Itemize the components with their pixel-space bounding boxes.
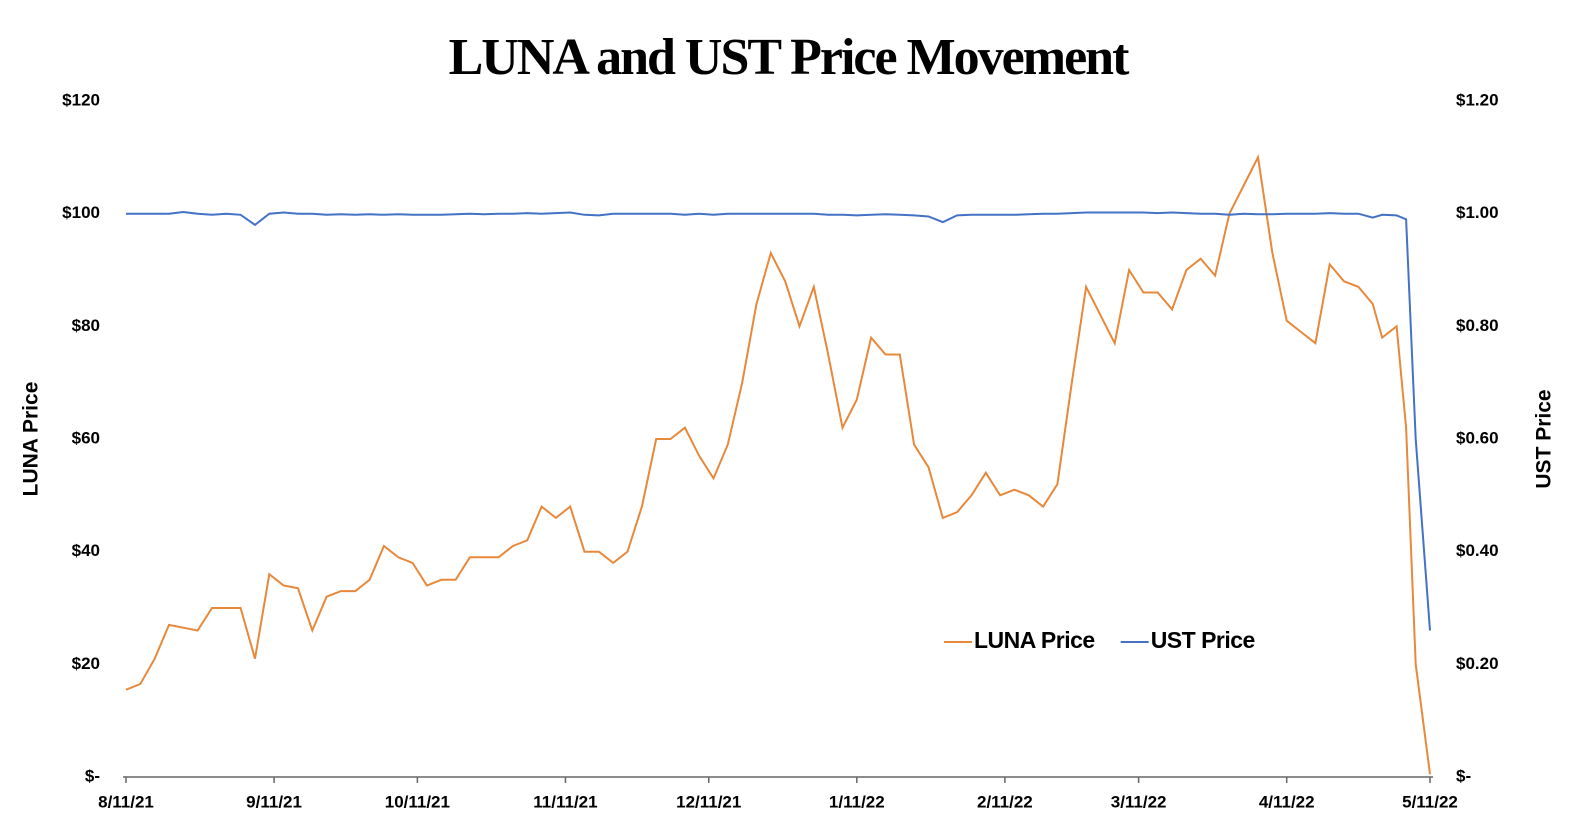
x-tick-label: 4/11/22	[1259, 792, 1315, 811]
y-tick-label: $80	[72, 316, 100, 335]
y2-tick-label: $0.40	[1456, 541, 1499, 560]
y2-tick-label: $0.20	[1456, 654, 1499, 673]
x-tick-label: 12/11/21	[676, 792, 741, 811]
x-tick-label: 8/11/21	[98, 792, 154, 811]
y2-tick-label: $-	[1456, 766, 1471, 785]
x-tick-label: 5/11/22	[1402, 792, 1458, 811]
legend-label: LUNA Price	[974, 627, 1095, 653]
y2-axis-title: UST Price	[1533, 389, 1556, 488]
y2-tick-label: $1.00	[1456, 203, 1499, 222]
y-tick-label: $120	[62, 90, 100, 109]
x-tick-label: 10/11/21	[385, 792, 450, 811]
y2-tick-label: $0.60	[1456, 428, 1499, 447]
y2-tick-label: $1.20	[1456, 90, 1499, 109]
y-tick-label: $20	[72, 654, 100, 673]
legend-label: UST Price	[1151, 627, 1255, 653]
series-line	[125, 154, 1431, 775]
y2-tick-label: $0.80	[1456, 316, 1499, 335]
x-tick-label: 11/11/21	[533, 792, 597, 811]
y-axis-title: LUNA Price	[20, 382, 43, 497]
y-tick-label: $100	[62, 203, 100, 222]
x-tick-label: 2/11/22	[977, 792, 1033, 811]
x-tick-label: 9/11/21	[246, 792, 302, 811]
series-line	[126, 210, 1431, 631]
x-tick-label: 1/11/22	[829, 792, 885, 811]
y-tick-label: $-	[85, 766, 100, 785]
y-tick-label: $60	[72, 428, 100, 447]
x-tick-label: 3/11/22	[1111, 792, 1167, 811]
y-tick-label: $40	[72, 541, 100, 560]
chart-title: LUNA and UST Price Movement	[449, 29, 1130, 86]
